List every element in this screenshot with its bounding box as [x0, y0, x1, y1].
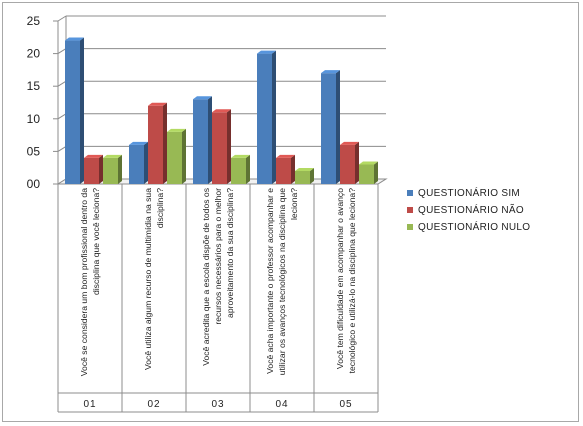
- bar-side: [374, 161, 378, 184]
- bar-top: [340, 141, 359, 145]
- bar-side: [355, 141, 359, 184]
- legend-label: QUESTIONÁRIO SIM: [418, 186, 520, 199]
- question-label: tecnológico e utilizá-lo na disciplina q…: [347, 188, 357, 374]
- y-tick-label: 15: [27, 79, 41, 93]
- category-label: 05: [339, 399, 352, 410]
- bar-front: [167, 131, 182, 184]
- gridline-depth: [57, 113, 67, 120]
- category-label: 04: [275, 399, 288, 410]
- bar-side: [118, 154, 122, 184]
- question-label: Você acha importante o professor acompan…: [265, 188, 275, 374]
- bar-front: [231, 157, 246, 184]
- question-label: Você tem dificuldade em acompanhar o ava…: [335, 188, 345, 369]
- bar-side: [99, 154, 103, 184]
- question-label: disciplina?: [155, 188, 165, 228]
- bar-front: [359, 164, 374, 184]
- bar-front: [65, 40, 80, 185]
- gridline-depth: [57, 48, 67, 55]
- bar-top: [295, 167, 314, 171]
- bar-side: [246, 154, 250, 184]
- bar-top: [193, 96, 212, 100]
- bar-front: [340, 144, 355, 184]
- bar-top: [276, 154, 295, 158]
- bar-side: [272, 50, 276, 184]
- legend-swatch: [407, 224, 413, 230]
- question-label: Você utiliza algum recurso de multimídia…: [143, 188, 153, 370]
- bar-front: [295, 170, 310, 184]
- bar-top: [321, 70, 340, 74]
- category-label: 03: [211, 399, 224, 410]
- question-label: leciona?: [289, 188, 299, 220]
- bar-side: [163, 102, 167, 184]
- bar-top: [167, 128, 186, 132]
- category-label: 02: [147, 399, 160, 410]
- bar-top: [84, 154, 103, 158]
- question-label: Você acredita que a escola dispõe de tod…: [201, 188, 211, 366]
- bar-front: [276, 157, 291, 184]
- bar-top: [212, 109, 231, 113]
- bar-front: [193, 99, 208, 184]
- bar-top: [129, 141, 148, 145]
- bar-side: [227, 109, 231, 184]
- bar-side: [144, 141, 148, 184]
- bar-front: [84, 157, 99, 184]
- gridline-depth: [57, 15, 67, 22]
- legend-label: QUESTIONÁRIO NULO: [418, 220, 530, 233]
- bar-side: [310, 167, 314, 184]
- bar-side: [291, 154, 295, 184]
- question-label: disciplina que você leciona?: [91, 188, 101, 295]
- bar-top: [231, 154, 250, 158]
- bar-side: [80, 37, 84, 185]
- bar-top: [359, 161, 378, 165]
- bar-front: [321, 73, 336, 184]
- gridline-depth: [57, 145, 67, 152]
- bar-side: [182, 128, 186, 184]
- y-tick-label: 05: [27, 144, 41, 158]
- bar-front: [129, 144, 144, 184]
- chart-frame: [2, 2, 579, 422]
- bar-side: [336, 70, 340, 184]
- question-label: utilizar os avanços tecnológicos na disc…: [277, 188, 287, 375]
- legend-label: QUESTIONÁRIO NÃO: [418, 203, 524, 216]
- gridline-depth: [57, 80, 67, 87]
- bar-side: [208, 96, 212, 184]
- y-tick-label: 00: [27, 177, 41, 191]
- bar-top: [65, 37, 84, 41]
- bar-front: [257, 53, 272, 184]
- y-tick-label: 10: [27, 112, 41, 126]
- question-label: aproveitamento da sua disciplina?: [225, 188, 235, 318]
- question-label: Você se considera um bom profissional de…: [79, 188, 89, 376]
- bar-top: [148, 102, 167, 106]
- bar-front: [103, 157, 118, 184]
- category-label: 01: [83, 399, 96, 410]
- bar-front: [148, 105, 163, 184]
- bar-front: [212, 112, 227, 184]
- legend-swatch: [407, 207, 413, 213]
- question-label: recursos necessários para o melhor: [213, 188, 223, 325]
- y-tick-label: 20: [27, 47, 41, 61]
- bar-top: [257, 50, 276, 54]
- legend-swatch: [407, 190, 413, 196]
- bar-top: [103, 154, 122, 158]
- y-tick-label: 25: [27, 14, 41, 28]
